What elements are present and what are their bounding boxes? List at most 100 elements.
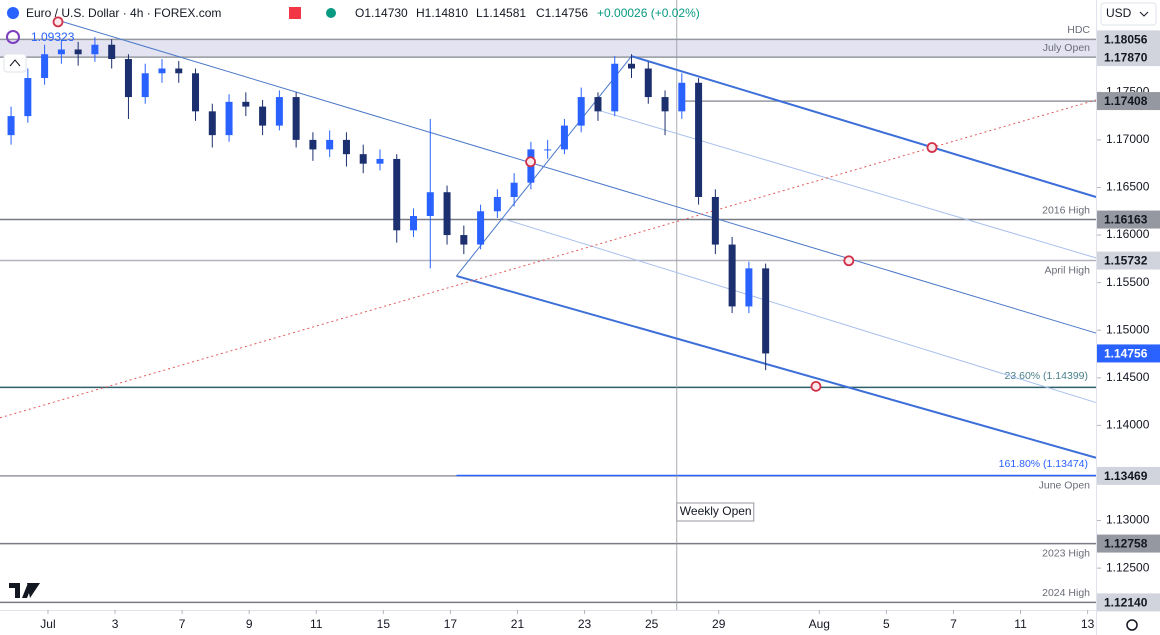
candle-body (577, 97, 585, 126)
indicator-icon[interactable] (6, 30, 20, 44)
candle-body (745, 268, 753, 307)
candle-body (695, 82, 703, 197)
y-tick-label: 1.17000 (1106, 132, 1150, 146)
candle-body (141, 73, 149, 98)
candle-body (225, 101, 233, 136)
candle-body (644, 68, 652, 98)
price-box (1097, 30, 1160, 49)
candle-body (544, 149, 552, 151)
anchor-marker (926, 142, 938, 153)
candle-body (208, 111, 216, 136)
candle-body (711, 196, 719, 245)
price-box-label: 1.13469 (1104, 469, 1148, 483)
fib-label: 161.80% (1.13474) (999, 458, 1088, 470)
level-band (0, 39, 1096, 58)
candle-body (762, 268, 770, 354)
x-tick-label: 11 (310, 617, 323, 631)
flag-icon[interactable] (289, 7, 301, 19)
x-tick-label: 17 (444, 617, 458, 631)
x-tick-label: 25 (645, 617, 659, 631)
y-tick-label: 1.14500 (1106, 370, 1150, 384)
candle-body (41, 54, 49, 79)
candle-body (560, 125, 568, 150)
symbol-title[interactable]: Euro / U.S. Dollar · 4h · FOREX.com (26, 6, 221, 20)
candle-body (594, 97, 602, 112)
candle-body (175, 68, 183, 74)
price-box-label: 1.18056 (1104, 33, 1148, 47)
candle-body (493, 196, 501, 212)
candle-body (393, 158, 401, 231)
price-box (1097, 593, 1160, 612)
trend-line (456, 55, 632, 277)
price-box-label: 1.17870 (1104, 50, 1148, 64)
x-tick-label: 23 (578, 617, 592, 631)
price-box (1097, 466, 1160, 485)
y-tick-label: 1.16500 (1106, 180, 1150, 194)
candle-body (7, 116, 15, 136)
candle-body (359, 154, 367, 164)
x-tick-label: 15 (377, 617, 391, 631)
candle-body (611, 63, 619, 112)
settings-icon[interactable] (1126, 619, 1138, 631)
candle-body (259, 106, 267, 126)
x-tick-label: 9 (246, 617, 253, 631)
candle-body (326, 139, 334, 150)
trend-line (500, 217, 1097, 404)
currency-button[interactable] (1100, 2, 1157, 26)
candle-body (728, 244, 736, 307)
y-tick-label: 1.16000 (1106, 227, 1150, 241)
y-tick-label: 1.14000 (1106, 418, 1150, 432)
logo (9, 583, 40, 598)
level-label: June Open (1039, 480, 1091, 492)
price-box-label: 1.14756 (1104, 347, 1148, 361)
currency-label: USD (1106, 6, 1132, 20)
ohlc-open: O1.14730 (355, 6, 408, 20)
collapse-icon (9, 59, 21, 67)
candle-body (242, 101, 250, 107)
x-tick-label: 7 (179, 617, 186, 631)
price-box (1097, 344, 1160, 363)
anchor-marker (525, 156, 536, 168)
weekly-open-box (676, 502, 755, 522)
candle-body (410, 216, 418, 231)
symbol-icon[interactable] (7, 7, 19, 19)
candle-body (275, 97, 283, 126)
price-box-label: 1.12758 (1104, 537, 1148, 551)
price-box (1097, 210, 1160, 229)
ohlc-close: C1.14756 (536, 6, 588, 20)
level-label: HDC (1067, 24, 1090, 36)
candle-body (91, 44, 99, 55)
plot-area: HDC July Open 2016 High April High June Open… (0, 0, 1097, 610)
x-tick-label: 5 (883, 617, 890, 631)
price-box-label: 1.17408 (1104, 94, 1148, 108)
candle-body (158, 68, 166, 74)
x-tick-label: 7 (950, 617, 957, 631)
x-tick-label: 3 (112, 617, 119, 631)
x-tick-label: Aug (809, 617, 830, 631)
candle-body (192, 73, 200, 112)
candle-body (124, 59, 132, 98)
trend-line (56, 19, 1097, 334)
price-box-label: 1.16163 (1104, 213, 1148, 227)
price-box (1097, 534, 1160, 553)
trend-line (0, 99, 1097, 419)
trend-line (631, 55, 1097, 198)
candle-body (443, 192, 451, 236)
x-tick-label: 21 (511, 617, 525, 631)
x-tick-label: Jul (40, 617, 55, 631)
candle-body (376, 158, 384, 164)
trend-line (456, 275, 1097, 459)
price-box (1097, 251, 1160, 270)
candle-body (477, 211, 485, 245)
candle-body (510, 182, 518, 197)
anchor-marker (843, 255, 855, 267)
collapse-button[interactable] (3, 53, 27, 73)
ohlc-change: +0.00026 (+0.02%) (597, 6, 700, 20)
y-tick-label: 1.13000 (1106, 513, 1150, 527)
x-tick-label: 11 (1014, 617, 1027, 631)
candle-body (460, 235, 468, 245)
weekly-open-label: Weekly Open (680, 504, 752, 518)
x-tick-label: 29 (712, 617, 726, 631)
y-tick-label: 1.15500 (1106, 275, 1150, 289)
